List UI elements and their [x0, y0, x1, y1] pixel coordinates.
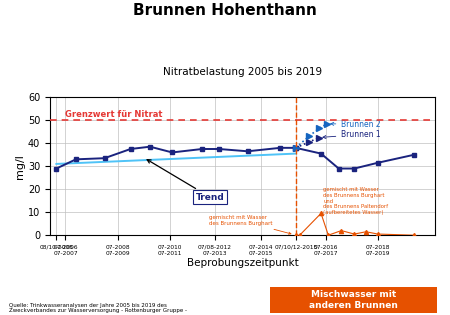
Text: gemischt mit Wasser
des Brunnens Burghart
und
des Brunnens Paltendorf
(aufbereit: gemischt mit Wasser des Brunnens Burghar…	[323, 187, 388, 215]
Text: Mischwasser mit
anderen Brunnen: Mischwasser mit anderen Brunnen	[309, 290, 398, 310]
Text: Brunnen 2: Brunnen 2	[331, 120, 381, 129]
X-axis label: Beprobungszeitpunkt: Beprobungszeitpunkt	[187, 259, 298, 268]
Y-axis label: mg/l: mg/l	[15, 154, 25, 179]
Text: Brunnen Hohenthann: Brunnen Hohenthann	[133, 3, 317, 18]
Text: Trend: Trend	[147, 160, 225, 202]
Text: gemischt mit Wasser
des Brunnens Burghart: gemischt mit Wasser des Brunnens Burghar…	[209, 215, 291, 234]
Text: Brunnen 1: Brunnen 1	[323, 130, 381, 139]
Title: Nitratbelastung 2005 bis 2019: Nitratbelastung 2005 bis 2019	[163, 67, 322, 77]
Text: Grenzwert für Nitrat: Grenzwert für Nitrat	[66, 110, 163, 119]
Text: Quelle: Trinkwasseranalysen der Jahre 2005 bis 2019 des
Zweckverbandes zur Wasse: Quelle: Trinkwasseranalysen der Jahre 20…	[9, 303, 187, 313]
